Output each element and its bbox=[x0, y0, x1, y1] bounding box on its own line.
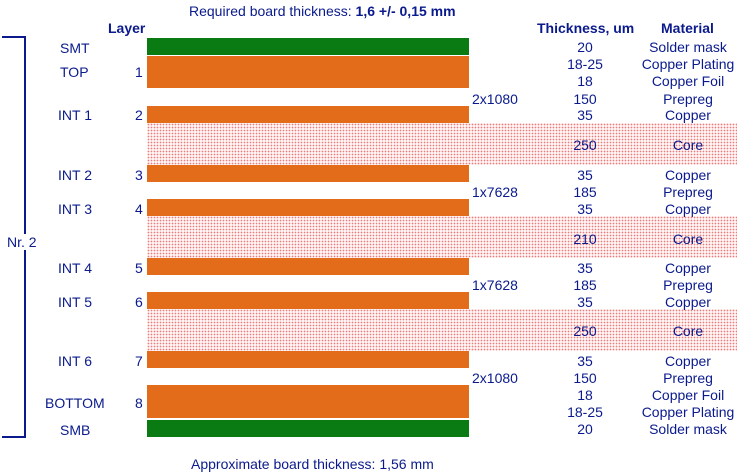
material-cell: Core bbox=[672, 231, 704, 247]
core-2-band bbox=[147, 216, 737, 258]
copper-int1-band bbox=[147, 106, 469, 123]
layer-name-int1: INT 1 bbox=[58, 107, 92, 123]
layer-name-int4: INT 4 bbox=[58, 260, 92, 276]
required-thickness: Required board thickness: 1,6 +/- 0,15 m… bbox=[189, 3, 456, 19]
layer-number-3: 3 bbox=[135, 167, 143, 183]
material-column-header: Material bbox=[661, 20, 714, 36]
stack-group-label: Nr. 2 bbox=[6, 234, 38, 250]
thickness-cell: 250 bbox=[573, 323, 597, 339]
layer-name-int6: INT 6 bbox=[58, 353, 92, 369]
copper-int3-band bbox=[147, 199, 469, 216]
material-cell: Copper bbox=[665, 294, 711, 310]
thickness-cell: 18 bbox=[577, 73, 593, 89]
layer-name-bottom: BOTTOM bbox=[45, 395, 105, 411]
layer-name-int2: INT 2 bbox=[58, 167, 92, 183]
thickness-cell: 35 bbox=[577, 294, 593, 310]
required-thickness-value: 1,6 +/- 0,15 mm bbox=[355, 3, 456, 19]
layer-number-8: 8 bbox=[135, 395, 143, 411]
layer-number-1: 1 bbox=[135, 64, 143, 80]
material-cell: Prepreg bbox=[663, 277, 713, 293]
layer-name-top: TOP bbox=[60, 64, 89, 80]
material-cell: Core bbox=[672, 323, 704, 339]
material-cell: Solder mask bbox=[649, 39, 727, 55]
material-cell: Prepreg bbox=[663, 91, 713, 107]
required-thickness-label: Required board thickness: bbox=[189, 3, 356, 19]
thickness-cell: 150 bbox=[573, 91, 597, 107]
prepreg-type-3: 1x7628 bbox=[472, 277, 518, 293]
thickness-cell: 35 bbox=[577, 353, 593, 369]
material-cell: Copper Plating bbox=[641, 404, 735, 420]
material-cell: Prepreg bbox=[663, 184, 713, 200]
thickness-cell: 35 bbox=[577, 107, 593, 123]
material-cell: Copper bbox=[665, 260, 711, 276]
thickness-cell: 35 bbox=[577, 201, 593, 217]
material-cell: Copper bbox=[665, 201, 711, 217]
thickness-cell: 18-25 bbox=[567, 404, 603, 420]
core-3-band bbox=[147, 309, 737, 351]
material-cell: Copper Foil bbox=[651, 73, 725, 89]
prepreg-type-1: 2x1080 bbox=[472, 91, 518, 107]
thickness-cell: 18 bbox=[577, 387, 593, 403]
copper-int5-band bbox=[147, 292, 469, 309]
solder-mask-top-band bbox=[147, 38, 469, 55]
prepreg-type-2: 1x7628 bbox=[472, 184, 518, 200]
material-cell: Copper Foil bbox=[651, 387, 725, 403]
copper-int6-band bbox=[147, 351, 469, 368]
layer-name-int5: INT 5 bbox=[58, 294, 92, 310]
thickness-cell: 18-25 bbox=[567, 56, 603, 72]
layer-number-7: 7 bbox=[135, 353, 143, 369]
material-cell: Core bbox=[672, 137, 704, 153]
layer-column-header: Layer bbox=[108, 20, 146, 36]
thickness-cell: 210 bbox=[573, 231, 597, 247]
approximate-thickness: Approximate board thickness: 1,56 mm bbox=[191, 456, 434, 472]
material-cell: Copper bbox=[665, 353, 711, 369]
thickness-column-header: Thickness, um bbox=[537, 20, 635, 36]
material-cell: Copper bbox=[665, 107, 711, 123]
thickness-cell: 250 bbox=[573, 137, 597, 153]
thickness-cell: 35 bbox=[577, 260, 593, 276]
layer-number-5: 5 bbox=[135, 260, 143, 276]
thickness-cell: 35 bbox=[577, 167, 593, 183]
prepreg-type-4: 2x1080 bbox=[472, 370, 518, 386]
copper-int2-band bbox=[147, 165, 469, 182]
thickness-cell: 20 bbox=[577, 39, 593, 55]
material-cell: Copper Plating bbox=[641, 56, 735, 72]
layer-name-int3: INT 3 bbox=[58, 201, 92, 217]
core-1-band bbox=[147, 123, 737, 165]
copper-bottom-band bbox=[147, 385, 469, 418]
layer-number-2: 2 bbox=[135, 107, 143, 123]
material-cell: Solder mask bbox=[649, 421, 727, 437]
thickness-cell: 20 bbox=[577, 421, 593, 437]
layer-name-smb: SMB bbox=[60, 422, 91, 438]
layer-name-smt: SMT bbox=[60, 40, 90, 56]
copper-top-band bbox=[147, 56, 469, 88]
thickness-cell: 185 bbox=[573, 277, 597, 293]
thickness-cell: 150 bbox=[573, 370, 597, 386]
layer-number-4: 4 bbox=[135, 201, 143, 217]
copper-int4-band bbox=[147, 258, 469, 275]
material-cell: Copper bbox=[665, 167, 711, 183]
thickness-cell: 185 bbox=[573, 184, 597, 200]
material-cell: Prepreg bbox=[663, 370, 713, 386]
layer-number-6: 6 bbox=[135, 294, 143, 310]
solder-mask-bottom-band bbox=[147, 420, 469, 437]
